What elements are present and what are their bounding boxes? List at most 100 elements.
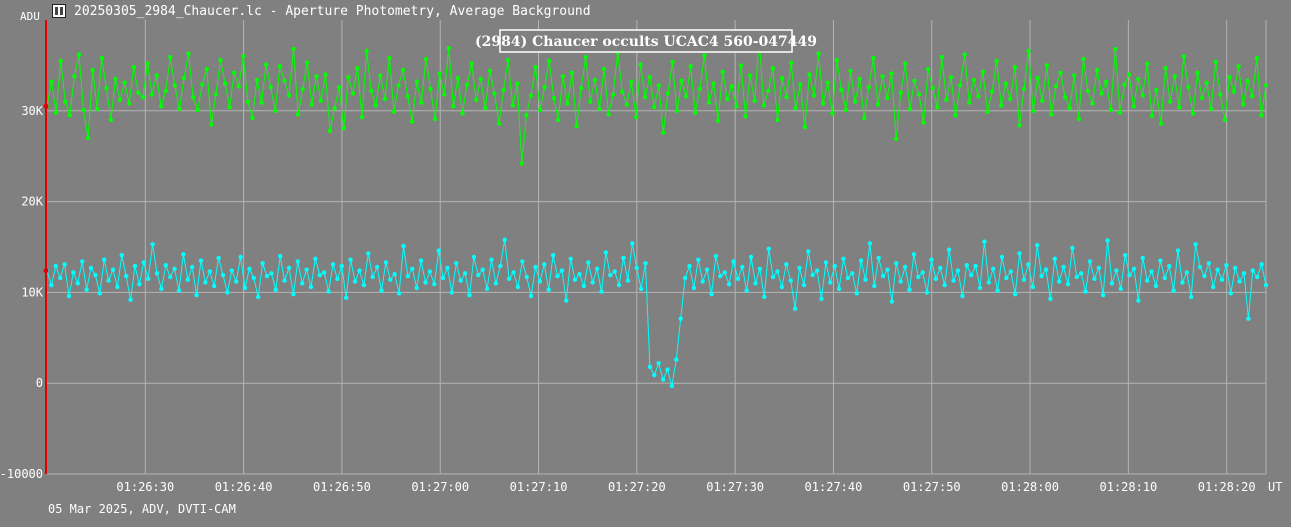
data-point (388, 277, 393, 282)
data-point (656, 83, 661, 88)
data-point (1222, 117, 1228, 123)
data-point (1096, 265, 1102, 271)
data-point (1186, 85, 1191, 90)
data-point (872, 283, 877, 289)
data-point (1092, 276, 1097, 281)
data-point (483, 105, 488, 111)
data-point (656, 361, 661, 366)
data-point (568, 256, 573, 261)
data-point (916, 274, 921, 280)
data-point (894, 261, 899, 266)
data-point (524, 274, 529, 280)
data-point (449, 290, 455, 295)
data-point (770, 65, 776, 71)
data-point (1074, 274, 1080, 280)
data-point (1117, 110, 1123, 115)
data-point (309, 102, 314, 107)
data-point (793, 105, 798, 111)
data-point (845, 275, 851, 281)
series-comparison (44, 37, 1269, 166)
data-point (346, 75, 351, 80)
data-point (697, 86, 703, 92)
app-icon (52, 4, 66, 18)
data-point (484, 286, 490, 291)
data-point (1197, 264, 1203, 270)
data-point (198, 258, 204, 263)
data-point (308, 284, 314, 290)
data-point (62, 262, 67, 267)
x-tick-label: 01:28:00 (1001, 480, 1059, 494)
data-point (1237, 279, 1242, 284)
data-point (807, 72, 812, 77)
data-point (693, 110, 698, 115)
data-point (335, 276, 340, 281)
data-point (145, 61, 150, 66)
data-point (1154, 87, 1159, 93)
data-point (1206, 261, 1212, 266)
time-cursor[interactable] (43, 20, 49, 474)
data-point (1246, 316, 1251, 321)
data-point (229, 268, 234, 273)
data-point (1245, 78, 1250, 84)
data-point (414, 285, 419, 291)
data-point (337, 85, 342, 90)
data-point (278, 253, 283, 259)
data-point (506, 276, 512, 281)
data-point (533, 264, 538, 270)
data-point (359, 115, 365, 120)
data-point (784, 262, 789, 267)
data-point (797, 265, 802, 271)
data-point (305, 60, 310, 65)
data-point (1035, 75, 1040, 81)
data-point (436, 248, 441, 253)
data-point (1031, 108, 1036, 114)
data-point (761, 103, 766, 108)
data-point (911, 252, 917, 257)
data-point (652, 372, 657, 378)
data-point (608, 272, 613, 278)
data-point (1193, 242, 1198, 247)
data-point (1224, 263, 1229, 268)
data-point (819, 296, 824, 301)
data-point (1228, 291, 1234, 296)
data-point (158, 104, 164, 109)
data-point (542, 262, 547, 267)
data-point (1215, 267, 1220, 272)
data-point (66, 293, 72, 299)
data-point (1131, 104, 1136, 109)
data-point (207, 269, 212, 274)
data-point (1065, 282, 1071, 287)
data-point (718, 273, 723, 279)
data-point (427, 269, 433, 274)
data-point (1058, 70, 1063, 75)
data-point (620, 89, 625, 94)
data-point (1241, 271, 1247, 276)
data-point (364, 48, 369, 54)
data-point (510, 103, 515, 108)
data-point (621, 255, 626, 261)
data-point (236, 84, 241, 89)
data-point (551, 95, 556, 101)
data-point (245, 99, 251, 104)
data-point (136, 90, 141, 95)
data-point (462, 271, 468, 276)
data-point (731, 259, 736, 264)
data-point (203, 280, 208, 285)
data-point (638, 62, 643, 67)
data-point (314, 74, 319, 79)
x-tick-label: 01:27:00 (411, 480, 469, 494)
series-line-comparison (46, 39, 1267, 164)
data-point (163, 263, 168, 268)
x-tick-label: 01:27:10 (510, 480, 568, 494)
data-point (1236, 64, 1241, 69)
data-point (1175, 248, 1181, 253)
data-point (1113, 46, 1118, 52)
data-point (341, 125, 346, 131)
data-point (163, 88, 168, 94)
data-point (691, 285, 697, 291)
data-point (801, 282, 807, 288)
data-point (977, 285, 983, 291)
data-point (220, 272, 226, 278)
data-point (625, 278, 631, 283)
